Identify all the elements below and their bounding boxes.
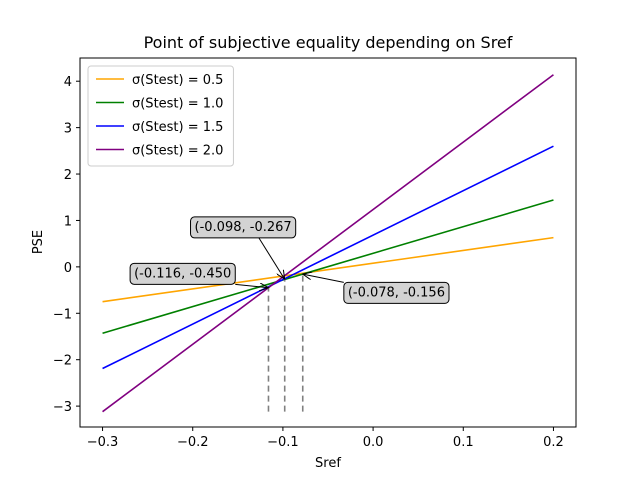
y-tick-label: 2 (64, 168, 72, 183)
annotation-arrow (258, 237, 285, 279)
y-axis-ticks: −3 −2 −1 0 1 2 3 4 (53, 75, 80, 415)
legend-label: σ(Stest) = 1.0 (132, 97, 223, 112)
annotation-box (190, 216, 297, 239)
x-axis-ticks: −0.3 −0.2 −0.1 0.0 0.1 0.2 (87, 427, 564, 450)
legend-label: σ(Stest) = 0.5 (132, 73, 223, 88)
y-tick-label: −3 (53, 400, 72, 415)
axes-frame (79, 57, 577, 428)
legend-entry: σ(Stest) = 1.5 (96, 120, 223, 135)
series-line-1 (102, 199, 554, 335)
x-tick-label: 0.1 (453, 435, 474, 450)
series-line-2 (102, 145, 554, 370)
y-axis-label: PSE (31, 230, 46, 254)
annotation-arrow (235, 284, 268, 287)
legend-entry: σ(Stest) = 0.5 (96, 73, 223, 88)
y-tick-label: −2 (53, 354, 72, 369)
x-tick-label: 0.0 (363, 435, 384, 450)
annotations: (-0.116, -0.450 (-0.098, -0.267 (-0.078, -… (129, 216, 450, 304)
legend-box (87, 65, 234, 167)
legend-label: σ(Stest) = 1.5 (132, 120, 223, 135)
chart-title: Point of subjective equality depending o… (144, 33, 513, 52)
series-line-0 (102, 236, 554, 303)
legend: σ(Stest) = 0.5 σ(Stest) = 1.0 σ(Stest) = 1… (87, 65, 234, 167)
annotation-2: (-0.078, -0.156 (303, 274, 450, 304)
x-tick-label: −0.1 (267, 435, 299, 450)
y-tick-label: 3 (64, 122, 72, 137)
annotation-1: (-0.098, -0.267 (190, 216, 297, 279)
x-axis-label: Sref (315, 456, 341, 471)
annotation-label: (-0.098, -0.267 (195, 220, 292, 235)
plot-lines (102, 74, 554, 413)
annotation-box (343, 281, 450, 304)
legend-entry: σ(Stest) = 1.0 (96, 97, 223, 112)
annotation-0: (-0.116, -0.450 (129, 262, 268, 287)
plot-frame (79, 57, 577, 428)
x-tick-label: −0.2 (177, 435, 209, 450)
y-tick-label: 1 (64, 214, 72, 229)
y-tick-label: 4 (64, 75, 72, 90)
annotation-arrow (303, 274, 344, 283)
legend-entry: σ(Stest) = 2.0 (96, 144, 223, 159)
annotation-box (129, 262, 236, 285)
y-tick-label: 0 (64, 261, 72, 276)
y-tick-label: −1 (53, 307, 72, 322)
annotation-label: (-0.116, -0.450 (134, 266, 231, 281)
annotation-label: (-0.078, -0.156 (348, 285, 445, 300)
series-line-3 (102, 74, 554, 413)
x-tick-label: −0.3 (87, 435, 119, 450)
x-tick-label: 0.2 (543, 435, 564, 450)
legend-label: σ(Stest) = 2.0 (132, 144, 223, 159)
